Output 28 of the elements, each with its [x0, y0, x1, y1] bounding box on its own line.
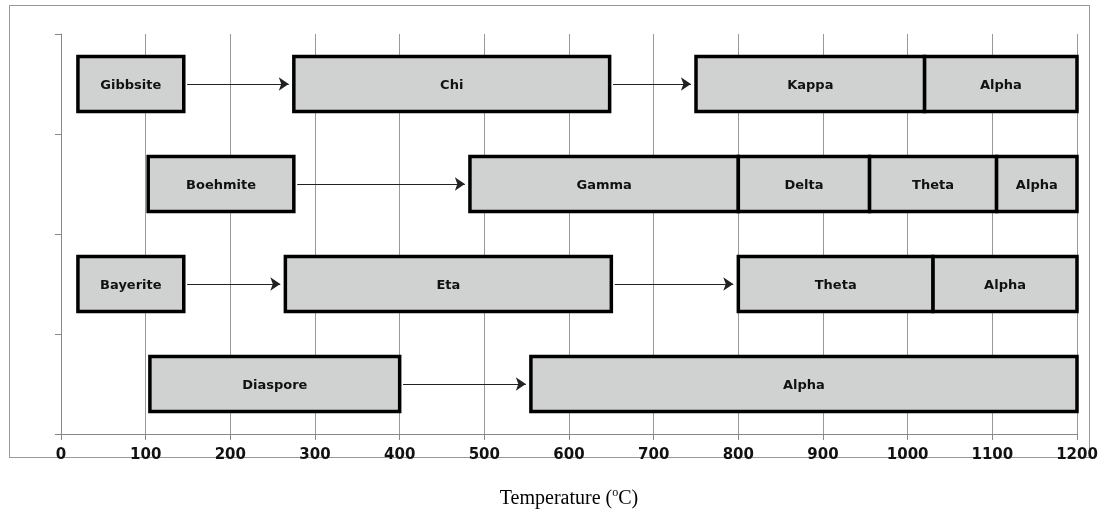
data-label: Gamma	[576, 176, 632, 192]
data-label: Bayerite	[100, 276, 162, 292]
x-tick-label: 1200	[1056, 444, 1098, 463]
x-tick-label: 400	[384, 444, 416, 463]
data-label: Alpha	[1015, 176, 1058, 192]
data-label: Chi	[440, 76, 464, 92]
data-label: Alpha	[984, 276, 1026, 292]
data-label: Boehmite	[186, 176, 257, 192]
x-tick-label: 500	[468, 444, 500, 463]
x-tick-label: 900	[807, 444, 839, 463]
data-label: Alpha	[979, 76, 1022, 92]
x-tick-label: 200	[214, 444, 246, 463]
x-tick-label: 800	[722, 444, 754, 463]
x-tick-label: 1000	[886, 444, 929, 463]
data-label: Theta	[814, 276, 857, 292]
x-tick-label: 700	[638, 444, 670, 463]
x-tick-label: 100	[130, 444, 162, 463]
x-tick-label: 0	[55, 444, 67, 463]
data-label: Gibbsite	[100, 76, 162, 92]
data-label: Delta	[784, 176, 824, 192]
data-label: Eta	[436, 276, 461, 292]
data-label: Diaspore	[242, 376, 308, 392]
x-tick-label: 600	[553, 444, 585, 463]
x-tick-label: 1100	[971, 444, 1014, 463]
x-tick-label: 300	[299, 444, 331, 463]
data-label: Alpha	[783, 376, 825, 392]
data-label: Theta	[912, 176, 955, 192]
data-label: Kappa	[787, 76, 834, 92]
